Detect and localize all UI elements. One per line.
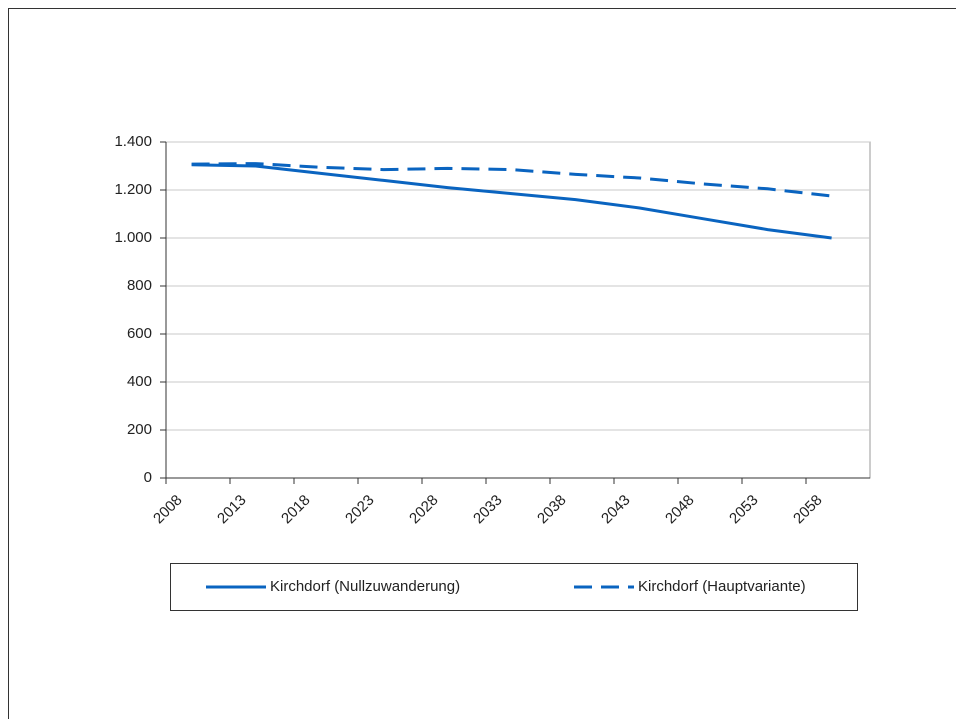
x-tick-label: 2023 (342, 492, 378, 528)
x-tick-label: 2033 (470, 492, 506, 528)
legend-label: Kirchdorf (Nullzuwanderung) (270, 578, 460, 595)
y-tick-label: 1.200 (114, 181, 152, 198)
series-line (192, 165, 832, 238)
y-tick-label: 400 (127, 373, 152, 390)
frame (9, 9, 956, 720)
x-tick-label: 2008 (150, 492, 186, 528)
x-tick-label: 2028 (406, 492, 442, 528)
x-tick-label: 2038 (534, 492, 570, 528)
y-tick-label: 600 (127, 325, 152, 342)
y-tick-label: 0 (144, 469, 152, 486)
y-tick-label: 1.000 (114, 229, 152, 246)
x-tick-label: 2053 (726, 492, 762, 528)
x-tick-label: 2043 (598, 492, 634, 528)
x-tick-label: 2048 (662, 492, 698, 528)
y-tick-label: 200 (127, 421, 152, 438)
y-tick-label: 800 (127, 277, 152, 294)
legend-label: Kirchdorf (Hauptvariante) (638, 578, 806, 595)
x-tick-label: 2018 (278, 492, 314, 528)
x-tick-label: 2013 (214, 492, 250, 528)
y-tick-label: 1.400 (114, 133, 152, 150)
x-tick-label: 2058 (790, 492, 826, 528)
plot-area (166, 142, 870, 478)
